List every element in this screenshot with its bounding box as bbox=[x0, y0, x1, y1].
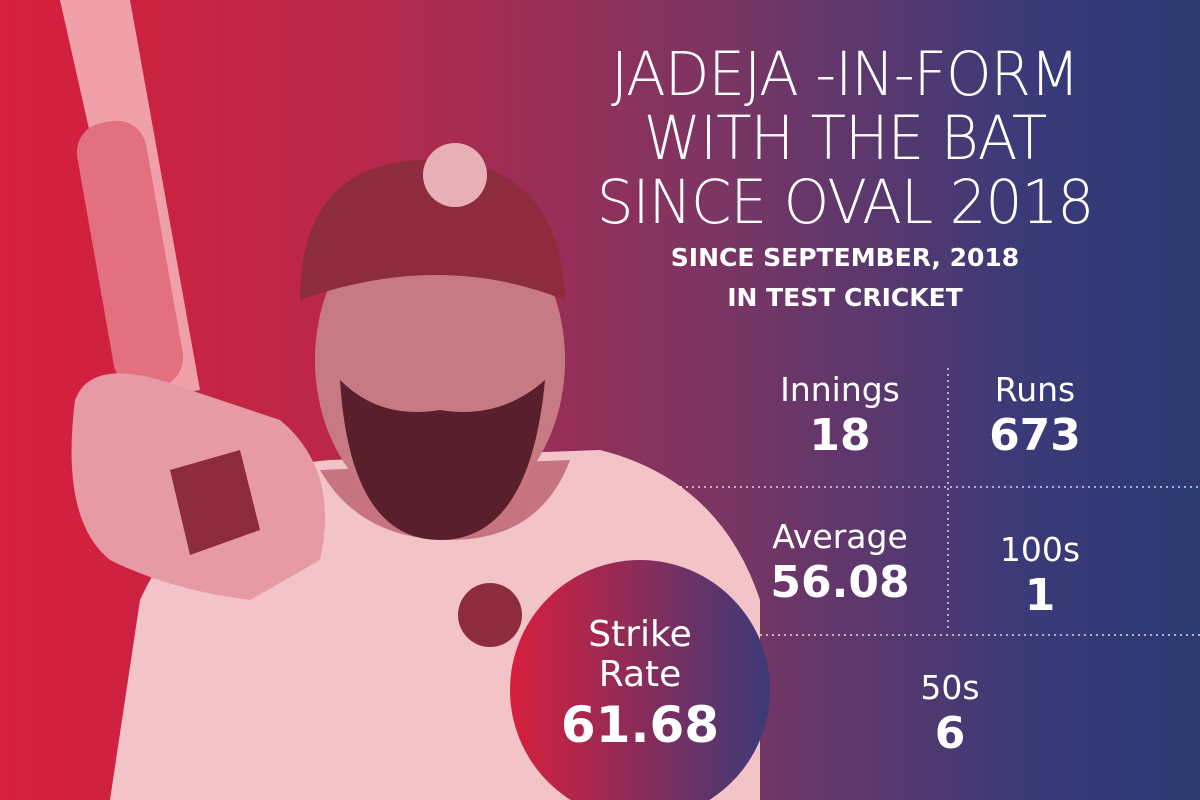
title-line: SINCE OVAL 2018 bbox=[596, 166, 1095, 238]
bat-grip bbox=[76, 120, 184, 390]
glove-logo bbox=[170, 450, 260, 555]
subtitle-line: IN TEST CRICKET bbox=[727, 283, 963, 312]
stat: 100s 1 bbox=[930, 530, 1150, 622]
subtitle: SINCE SEPTEMBER, 2018 IN TEST CRICKET bbox=[590, 238, 1100, 318]
stat-value: 56.08 bbox=[770, 557, 910, 608]
shirt-badge bbox=[458, 583, 522, 647]
stat: Runs 673 bbox=[925, 370, 1145, 462]
stat-dividers bbox=[680, 368, 1200, 636]
strike-rate-badge: Strike Rate 61.68 bbox=[510, 560, 770, 800]
title: JADEJA -IN-FORM WITH THE BAT SINCE OVAL … bbox=[540, 38, 1150, 238]
stat-label: Runs bbox=[994, 370, 1076, 409]
player bbox=[60, 0, 760, 800]
title-line: JADEJA -IN-FORM bbox=[611, 38, 1080, 110]
title-line: WITH THE BAT bbox=[643, 102, 1048, 174]
cap bbox=[300, 160, 565, 300]
stat: Innings 18 bbox=[730, 370, 950, 462]
stat-value: 1 bbox=[1024, 570, 1056, 621]
stat: Average 56.08 bbox=[730, 517, 950, 609]
stat-value: 673 bbox=[989, 410, 1081, 461]
stat-label: Innings bbox=[780, 370, 900, 409]
stat: 50s 6 bbox=[840, 668, 1060, 760]
beard bbox=[340, 380, 545, 540]
subtitle-line: SINCE SEPTEMBER, 2018 bbox=[670, 243, 1020, 272]
stat-label: Average bbox=[772, 517, 908, 556]
stat-label: 50s bbox=[920, 668, 980, 707]
stat-value: 18 bbox=[809, 410, 871, 461]
stat-value: 61.68 bbox=[560, 696, 720, 754]
stat-label: 100s bbox=[999, 530, 1081, 569]
stat-label: Strike Rate bbox=[588, 614, 692, 695]
stat-value: 6 bbox=[934, 708, 966, 759]
cap-badge bbox=[423, 143, 487, 207]
